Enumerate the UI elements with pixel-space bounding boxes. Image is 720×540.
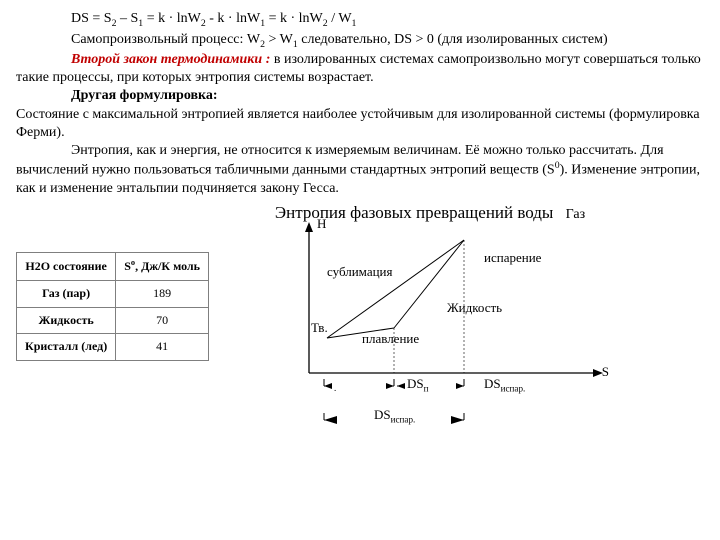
sublimation-label: сублимация (327, 264, 392, 281)
table-row: Кристалл (лед) 41 (17, 334, 209, 361)
cell-state: Жидкость (17, 307, 116, 334)
eq-text: = k · lnW (265, 11, 323, 26)
second-law: Второй закон термодинамики : в изолирова… (16, 51, 704, 87)
table-row: Жидкость 70 (17, 307, 209, 334)
solid-label: Тв. (311, 320, 328, 337)
subscript: п (424, 384, 429, 394)
subscript: 1 (352, 18, 357, 29)
origin-dot: . (334, 383, 336, 395)
other-formulation-head: Другая формулировка: (16, 87, 704, 105)
cell-value: 41 (116, 334, 209, 361)
subscript: испар. (501, 384, 526, 394)
th-text: Н2О состояние (25, 259, 106, 273)
eq-text: DS = S (71, 11, 112, 26)
S-axis-label: S (602, 364, 609, 381)
eq-text: / W (328, 11, 352, 26)
melting-label: плавление (362, 331, 419, 348)
cell-value: 70 (116, 307, 209, 334)
spontaneous-process: Самопроизвольный процесс: W2 > W1 следов… (16, 31, 704, 52)
table-row: Газ (пар) 189 (17, 281, 209, 308)
th-text: , Дж/К моль (135, 259, 200, 273)
DSp-label: DSп (407, 376, 429, 395)
text: DS (484, 376, 501, 391)
equation-deltaS: DS = S2 – S1 = k · lnW2 - k · lnW1 = k ·… (16, 10, 704, 31)
cell-state: Кристалл (лед) (17, 334, 116, 361)
DSispar-label: DSиспар. (484, 376, 525, 395)
diagram-svg (229, 218, 609, 428)
evaporation-label: испарение (484, 250, 541, 267)
entropy-calc: Энтропия, как и энергия, не относится к … (16, 142, 704, 198)
eq-text: = k · lnW (143, 11, 201, 26)
DSispar2-label: DSиспар. (374, 407, 415, 426)
eq-text: – S (116, 11, 138, 26)
entropy-table: Н2О состояние Sо, Дж/К моль Газ (пар) 18… (16, 252, 209, 360)
fermi-formulation: Состояние с максимальной энтропией являе… (16, 106, 704, 142)
H-axis-label: Н (317, 216, 326, 233)
subscript: испар. (391, 415, 416, 425)
text: DS (407, 376, 424, 391)
text: > W (265, 32, 293, 47)
eq-text: - k · lnW (206, 11, 260, 26)
text: DS (374, 407, 391, 422)
cell-state: Газ (пар) (17, 281, 116, 308)
text: Самопроизвольный процесс: W (71, 32, 260, 47)
table-header-entropy: Sо, Дж/К моль (116, 253, 209, 281)
liquid-label: Жидкость (447, 300, 502, 317)
th-text: S (124, 259, 131, 273)
text: следовательно, DS > 0 (для изолированных… (298, 32, 608, 47)
cell-value: 189 (116, 281, 209, 308)
second-law-title: Второй закон термодинамики : (71, 52, 270, 67)
phase-diagram: Н S испарение сублимация Жидкость Тв. пл… (229, 218, 609, 428)
table-header-state: Н2О состояние (17, 253, 116, 281)
